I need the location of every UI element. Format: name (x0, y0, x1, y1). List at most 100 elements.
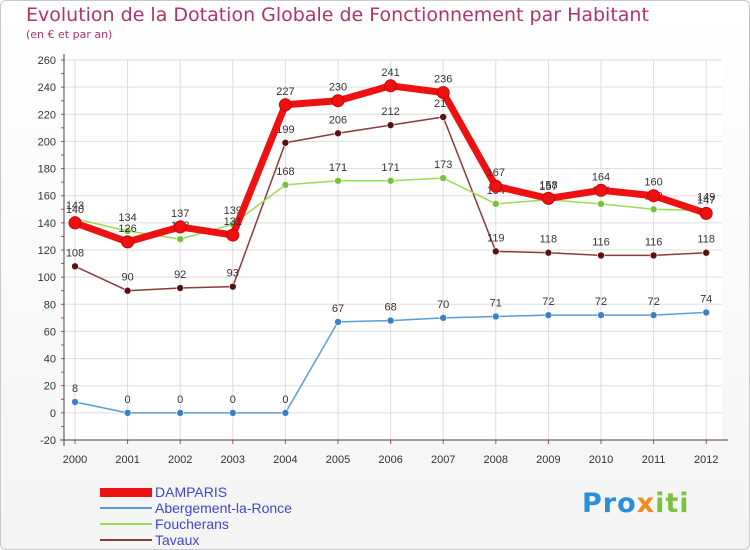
data-point-foucherans (649, 205, 658, 214)
data-point-damparis (384, 79, 398, 93)
legend-swatch (100, 539, 152, 541)
data-label-damparis: 241 (381, 67, 399, 79)
legend-swatch (100, 523, 152, 525)
data-label-damparis: 167 (487, 167, 505, 179)
y-tick-label: 20 (44, 381, 56, 393)
y-tick-label: 180 (38, 164, 56, 176)
data-point-damparis (489, 179, 503, 193)
x-tick-label: 2006 (378, 454, 402, 466)
data-label-foucherans: 149 (697, 192, 715, 204)
data-label-tavaux: 212 (381, 106, 399, 118)
data-point-damparis (121, 235, 135, 249)
data-label-foucherans: 171 (381, 162, 399, 174)
legend-label: DAMPARIS (155, 484, 228, 500)
data-label-foucherans: 143 (66, 200, 84, 212)
data-label-damparis: 158 (539, 179, 557, 191)
data-label-abergement-la-ronce: 72 (595, 296, 607, 308)
data-point-foucherans (334, 176, 342, 185)
data-point-tavaux (123, 286, 132, 295)
data-point-foucherans (176, 235, 184, 243)
data-point-tavaux (281, 138, 290, 147)
legend-swatch (100, 507, 152, 509)
data-point-abergement-la-ronce (544, 311, 553, 319)
data-label-damparis: 227 (276, 86, 294, 98)
data-point-damparis (68, 216, 82, 230)
y-tick-label: 0 (50, 408, 56, 420)
data-point-abergement-la-ronce (439, 314, 448, 322)
data-label-tavaux: 118 (540, 234, 558, 246)
x-tick-label: 2011 (642, 454, 666, 466)
data-point-foucherans (439, 174, 448, 182)
x-tick-label: 2002 (168, 454, 192, 466)
data-point-tavaux (176, 284, 184, 292)
legend: DAMPARIS Abergement-la-Ronce Foucherans Tav… (100, 484, 292, 548)
data-label-abergement-la-ronce: 8 (72, 383, 78, 395)
y-tick-label: 260 (38, 55, 56, 67)
data-point-tavaux (544, 248, 553, 257)
y-tick-label: 140 (38, 218, 56, 230)
y-tick-label: 80 (44, 299, 56, 311)
data-label-foucherans: 134 (118, 212, 136, 224)
data-point-foucherans (597, 200, 605, 208)
y-tick-label: 240 (38, 82, 56, 94)
data-label-tavaux: 93 (227, 268, 239, 280)
data-point-tavaux (649, 251, 658, 260)
legend-label: Abergement-la-Ronce (155, 500, 292, 516)
legend-label: Foucherans (155, 516, 229, 532)
data-point-damparis (278, 98, 292, 112)
legend-item: Foucherans (100, 516, 292, 532)
data-label-tavaux: 119 (487, 232, 505, 244)
data-label-damparis: 236 (434, 74, 452, 86)
data-label-damparis: 131 (224, 216, 242, 228)
x-tick-label: 2000 (63, 454, 87, 466)
legend-label: Tavaux (155, 532, 200, 548)
data-point-tavaux (71, 262, 79, 271)
data-label-tavaux: 92 (174, 269, 186, 281)
data-point-tavaux (597, 251, 605, 260)
data-label-abergement-la-ronce: 67 (332, 303, 344, 315)
data-label-damparis: 147 (697, 194, 715, 206)
data-label-damparis: 140 (66, 204, 84, 216)
data-label-damparis: 137 (171, 208, 189, 220)
data-point-abergement-la-ronce (491, 312, 500, 321)
data-label-foucherans: 168 (276, 166, 294, 178)
data-label-abergement-la-ronce: 71 (490, 298, 502, 310)
legend-swatch (100, 487, 152, 497)
logo-part-1: Pro (582, 488, 637, 519)
data-label-abergement-la-ronce: 68 (384, 302, 396, 314)
data-point-abergement-la-ronce (229, 409, 237, 417)
x-tick-label: 2003 (221, 454, 245, 466)
x-tick-label: 2004 (273, 454, 297, 466)
data-label-foucherans: 139 (224, 205, 242, 217)
y-tick-label: 40 (44, 354, 56, 366)
data-point-abergement-la-ronce (702, 308, 711, 317)
data-label-foucherans: 173 (434, 159, 452, 171)
data-point-tavaux (702, 248, 711, 257)
data-label-abergement-la-ronce: 0 (177, 394, 183, 406)
x-tick-label: 2012 (694, 454, 718, 466)
data-point-abergement-la-ronce (123, 409, 132, 417)
chart-title: Evolution de la Dotation Globale de Fonc… (26, 4, 649, 26)
data-point-abergement-la-ronce (386, 316, 395, 325)
y-tick-label: 60 (44, 326, 56, 338)
data-label-abergement-la-ronce: 0 (230, 394, 236, 406)
data-point-damparis (594, 183, 608, 197)
legend-item: DAMPARIS (100, 484, 292, 500)
x-tick-label: 2001 (115, 454, 139, 466)
data-point-damparis (436, 86, 450, 100)
data-label-abergement-la-ronce: 0 (125, 394, 131, 406)
data-point-damparis (173, 220, 187, 234)
data-point-damparis (541, 191, 555, 205)
proxiti-logo: Proxiti (582, 488, 690, 519)
data-point-abergement-la-ronce (649, 311, 658, 319)
data-label-tavaux: 118 (697, 234, 715, 246)
data-point-tavaux (439, 113, 448, 121)
data-point-foucherans (123, 227, 132, 235)
x-tick-label: 2008 (484, 454, 508, 466)
data-label-tavaux: 116 (592, 236, 610, 248)
y-tick-label: 100 (38, 272, 56, 284)
y-tick-label: 120 (38, 245, 56, 257)
x-tick-label: 2005 (326, 454, 350, 466)
data-point-foucherans (281, 181, 290, 189)
data-label-tavaux: 116 (645, 236, 663, 248)
